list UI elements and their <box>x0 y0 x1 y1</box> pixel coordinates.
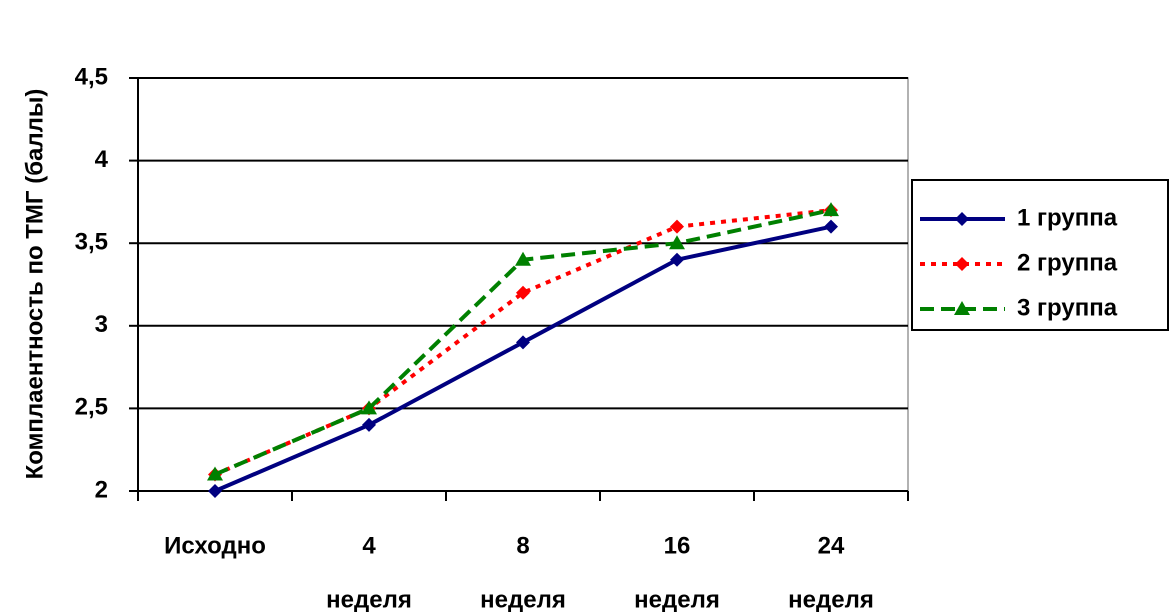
x-tick-label: неделя <box>326 586 412 612</box>
legend-label: 2 группа <box>1017 249 1118 276</box>
x-tick-label: неделя <box>788 586 874 612</box>
data-point <box>669 235 685 250</box>
data-point <box>208 484 222 498</box>
legend-box <box>911 179 1169 331</box>
y-tick-label: 4 <box>95 146 109 173</box>
plot-frame <box>137 77 909 492</box>
y-tick-label: 4,5 <box>75 63 108 90</box>
data-point <box>516 335 530 350</box>
y-tick-label: 3,5 <box>75 229 108 256</box>
data-point <box>361 400 377 415</box>
x-tick-label: неделя <box>480 586 566 612</box>
data-point <box>670 219 684 234</box>
y-axis-label: Комплаентность по ТМГ (баллы) <box>21 89 48 480</box>
data-point <box>516 285 530 300</box>
data-point <box>207 466 223 481</box>
data-point <box>515 251 531 266</box>
x-tick-label: 16 <box>664 532 691 559</box>
x-tick-label: неделя <box>634 586 720 612</box>
legend-marker <box>954 301 970 315</box>
x-tick-label: Исходно <box>164 532 266 559</box>
x-tick-label: 8 <box>516 532 529 559</box>
legend-label: 1 группа <box>1017 204 1118 231</box>
y-tick-label: 2,5 <box>75 394 108 421</box>
legend-marker <box>955 212 969 226</box>
y-tick-label: 2 <box>95 476 108 503</box>
x-tick-label: 24 <box>818 532 845 559</box>
data-point <box>362 417 376 432</box>
legend-marker <box>955 257 969 271</box>
legend-label: 3 группа <box>1017 294 1118 321</box>
x-tick-label: 4 <box>362 532 376 559</box>
data-point <box>670 252 684 267</box>
data-point <box>824 219 838 234</box>
series-line <box>214 224 832 493</box>
data-point <box>823 202 839 217</box>
y-tick-label: 3 <box>95 311 108 338</box>
